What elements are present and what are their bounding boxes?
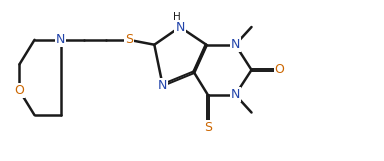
Text: N: N	[231, 88, 240, 101]
Text: N: N	[56, 33, 66, 46]
Text: H: H	[173, 12, 181, 22]
Text: O: O	[275, 63, 284, 76]
Text: N: N	[175, 20, 185, 33]
Text: S: S	[125, 33, 133, 46]
Text: S: S	[204, 121, 212, 134]
Text: N: N	[158, 79, 167, 91]
Text: N: N	[231, 38, 240, 51]
Text: O: O	[15, 84, 25, 97]
